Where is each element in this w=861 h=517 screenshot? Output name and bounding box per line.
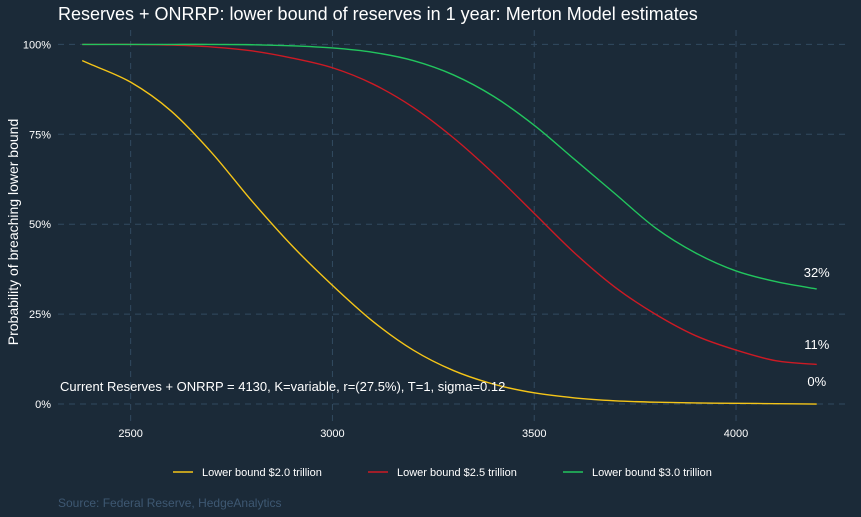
x-tick-label: 3500 xyxy=(522,428,546,440)
series-lines xyxy=(81,43,817,405)
y-tick-label: 75% xyxy=(29,129,51,141)
series-line-1 xyxy=(81,59,817,405)
y-axis-label: Probability of breaching lower bound xyxy=(5,119,21,345)
chart-title: Reserves + ONRRP: lower bound of reserve… xyxy=(58,4,698,24)
end-value-label: 32% xyxy=(804,265,830,280)
y-tick-label: 50% xyxy=(29,219,51,231)
x-tick-label: 2500 xyxy=(118,428,142,440)
axis-ticks: 2500 3000 3500 4000 0% 25% 50% 75% 100% xyxy=(23,39,748,440)
x-tick-label: 3000 xyxy=(320,428,344,440)
x-tick-label: 4000 xyxy=(724,428,748,440)
series-line-3 xyxy=(82,43,817,290)
end-labels: 0% 11% 32% xyxy=(804,265,830,389)
series-line-2 xyxy=(82,43,817,366)
y-tick-label: 100% xyxy=(23,39,51,51)
y-tick-label: 0% xyxy=(35,399,51,411)
legend-label: Lower bound $2.5 trillion xyxy=(397,467,517,479)
source-note: Source: Federal Reserve, HedgeAnalytics xyxy=(58,496,281,510)
end-value-label: 11% xyxy=(804,337,829,352)
chart-annotation: Current Reserves + ONRRP = 4130, K=varia… xyxy=(60,379,505,394)
y-tick-label: 25% xyxy=(29,309,51,321)
grid-lines xyxy=(58,30,845,422)
legend-label: Lower bound $3.0 trillion xyxy=(592,467,712,479)
legend-label: Lower bound $2.0 trillion xyxy=(202,467,322,479)
legend: Lower bound $2.0 trillion Lower bound $2.… xyxy=(173,467,712,479)
end-value-label: 0% xyxy=(807,374,826,389)
